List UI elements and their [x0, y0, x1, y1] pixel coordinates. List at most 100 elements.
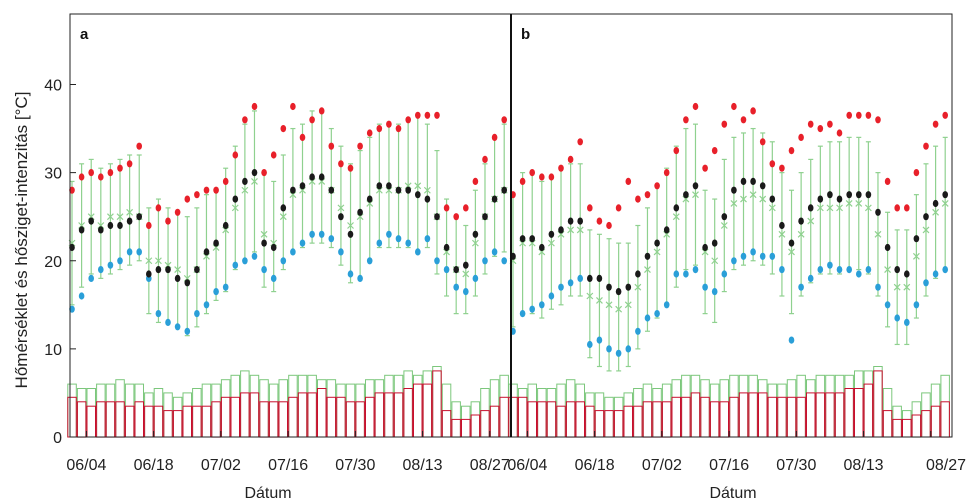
uhi_green-bar — [134, 383, 144, 438]
max-point — [692, 102, 699, 111]
uhi_red-bar — [585, 405, 595, 438]
uhi_red-bar — [163, 410, 173, 438]
uhi_red-bar — [278, 401, 288, 438]
uhi_red-bar — [902, 418, 912, 438]
mean-point — [424, 195, 431, 203]
uhi_red-bar — [517, 396, 528, 438]
mean-point — [213, 239, 219, 247]
min-point — [529, 305, 535, 313]
x-tick-label: 06/18 — [575, 457, 615, 474]
uhi_green-bar — [384, 374, 394, 438]
max-point — [529, 169, 535, 177]
uhi_red-bar — [249, 392, 260, 438]
min-point — [567, 279, 574, 287]
min-point — [299, 239, 306, 247]
uhi_red-bar — [777, 396, 787, 438]
y-tick-label: 30 — [44, 166, 62, 183]
uhi_red-bar — [480, 410, 490, 438]
mean-point — [577, 217, 583, 225]
uhi_red-bar — [930, 405, 941, 438]
uhi_green-bar — [249, 374, 260, 438]
mean-point — [146, 270, 152, 278]
x-tick-label: 08/27 — [470, 457, 510, 474]
min-point — [807, 274, 814, 282]
uhi_green-bar — [777, 383, 787, 438]
band-mean-marker — [145, 257, 153, 265]
mean-point — [328, 186, 335, 194]
uhi_green-bar — [882, 388, 893, 438]
min-point — [615, 349, 622, 357]
min-point — [126, 248, 133, 256]
mean-point — [884, 243, 891, 252]
mean-point — [836, 195, 843, 203]
uhi_red-bar — [767, 396, 778, 438]
uhi_red-bar — [134, 401, 144, 438]
mean-point — [376, 182, 383, 190]
mean-point — [558, 226, 564, 234]
mean-point — [673, 204, 680, 212]
band-mean-marker — [816, 204, 824, 212]
mean-point — [463, 261, 469, 269]
min-point — [558, 283, 564, 291]
max-point — [539, 173, 545, 181]
uhi_red-bar — [844, 388, 854, 438]
uhi_red-bar — [470, 414, 481, 438]
uhi_red-bar — [336, 396, 346, 438]
uhi_green-bar — [297, 374, 308, 438]
uhi_red-bar — [575, 401, 585, 438]
min-point — [587, 340, 593, 349]
max-point — [290, 102, 296, 111]
uhi_red-bar — [623, 405, 633, 438]
uhi_red-bar — [413, 383, 423, 438]
uhi_red-bar — [729, 396, 739, 438]
max-point — [357, 142, 363, 150]
mean-point — [136, 213, 142, 221]
uhi_red-bar — [700, 396, 710, 438]
max-point — [136, 142, 142, 150]
max-point — [827, 120, 833, 128]
min-point — [491, 248, 498, 256]
band-mean-marker — [337, 204, 345, 212]
mean-point — [750, 177, 756, 185]
uhi_green-bar — [585, 392, 595, 438]
uhi_green-bar — [671, 379, 681, 438]
uhi_green-bar — [719, 379, 729, 438]
x-tick-label: 07/02 — [642, 457, 682, 474]
mean-point — [194, 266, 200, 274]
min-point — [519, 310, 526, 318]
mean-point — [357, 208, 363, 216]
uhi_red-bar — [613, 410, 624, 438]
max-point — [434, 111, 440, 119]
min-point — [884, 301, 891, 309]
uhi_red-bar — [556, 405, 566, 438]
y-tick-label: 20 — [44, 254, 62, 271]
uhi_green-bar — [815, 374, 826, 438]
min-point — [663, 301, 670, 309]
max-point — [558, 164, 564, 172]
max-point — [683, 116, 689, 124]
plot-b-marks — [508, 102, 950, 438]
min-point — [932, 270, 939, 278]
uhi_red-bar — [393, 392, 404, 438]
uhi_red-bar — [297, 392, 308, 438]
max-point — [203, 186, 210, 194]
max-point — [69, 186, 75, 194]
uhi_red-bar — [690, 392, 701, 438]
x-axis-label-a: Dátum — [244, 485, 291, 502]
y-axis-label: Hőmérséklet és hősziget-intenzitás [°C] — [12, 92, 31, 389]
max-point — [654, 182, 660, 190]
uhi_red-bar — [172, 410, 183, 438]
mean-point — [366, 195, 373, 203]
min-point — [376, 239, 383, 247]
uhi_green-bar — [537, 388, 547, 438]
min-point — [386, 230, 392, 238]
uhi_green-bar — [517, 388, 528, 438]
max-point — [443, 204, 450, 212]
uhi_green-bar — [709, 383, 720, 438]
uhi_green-bar — [575, 383, 585, 438]
uhi_green-bar — [690, 374, 701, 438]
band-mean-marker — [836, 204, 843, 212]
band-mean-marker — [730, 200, 738, 207]
min-point — [242, 257, 248, 265]
